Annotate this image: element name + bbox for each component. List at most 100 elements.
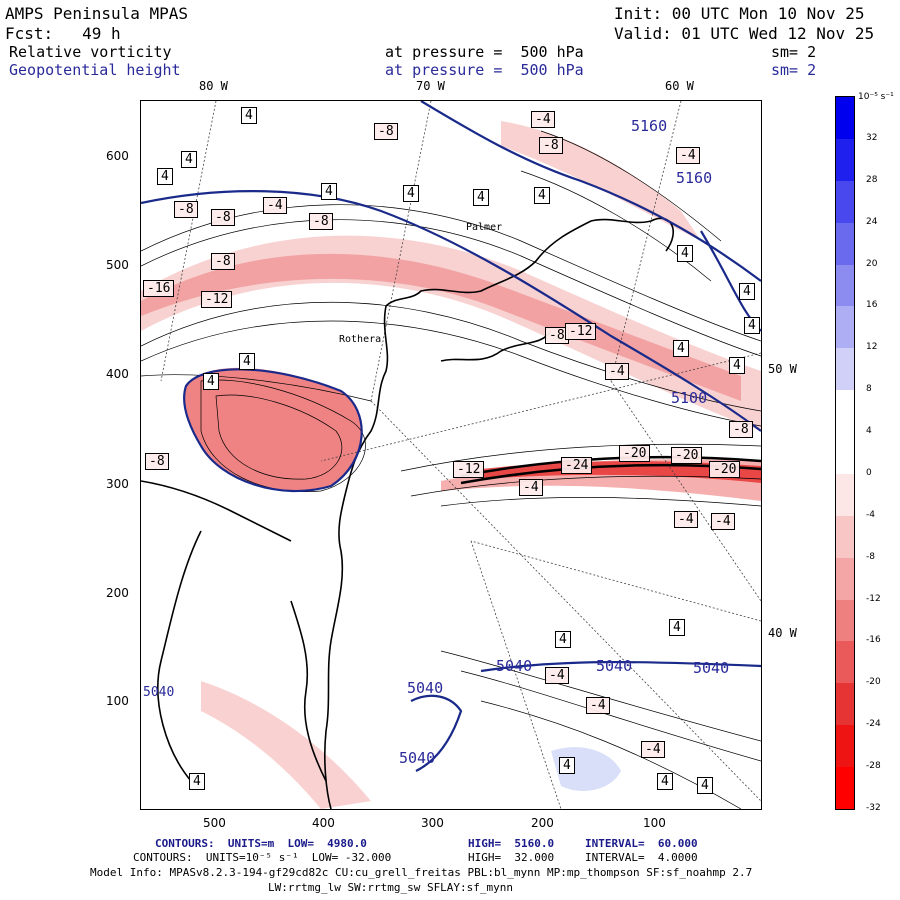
vorticity-contour-label: 4 (189, 773, 205, 790)
vort-contour-info: CONTOURS: UNITS=10⁻⁵ s⁻¹ LOW= -32.000 (133, 851, 392, 864)
var1-smoothing: sm= 2 (771, 43, 817, 61)
colorbar-label: 8 (866, 384, 872, 395)
colorbar-segment (836, 432, 854, 474)
colorbar-label: 0 (866, 467, 872, 478)
vorticity-contour-label: 4 (673, 340, 689, 357)
vort-band-north-core (141, 253, 741, 401)
colorbar-segment (836, 306, 854, 349)
var1-level: at pressure = 500 hPa (385, 43, 584, 61)
vorticity-contour-label: 4 (669, 619, 685, 636)
height-5160-mid (141, 190, 761, 432)
vorticity-contour-label: -8 (145, 453, 169, 470)
place-palmer: Palmer (466, 222, 503, 233)
vorticity-contour-label: 4 (677, 245, 693, 262)
place-rothera: Rothera (339, 334, 382, 345)
colorbar-segment (836, 473, 854, 516)
colorbar-label: -28 (866, 761, 881, 772)
vorticity-contour-label: -20 (709, 461, 741, 478)
colorbar-segment (836, 767, 854, 809)
vorticity-contour-label: -8 (174, 201, 198, 218)
vorticity-contour-label: -8 (374, 123, 398, 140)
vorticity-contour-label: 4 (729, 357, 745, 374)
vorticity-contour-label: 4 (239, 353, 255, 370)
colorbar-segment (836, 348, 854, 391)
colorbar-label: -4 (866, 509, 875, 520)
height-label: 5040 (693, 659, 730, 677)
height-label: 5040 (143, 685, 175, 700)
forecast-hour: Fcst: 49 h (5, 24, 121, 43)
var2-level: at pressure = 500 hPa (385, 61, 584, 79)
map-svg (141, 101, 761, 809)
y-tick: 400 (106, 367, 129, 381)
vorticity-contour-label: 4 (744, 317, 760, 334)
height-label: 5160 (676, 169, 713, 187)
vorticity-contour-label: -4 (641, 741, 665, 758)
x-tick: 400 (312, 816, 335, 830)
colorbar-segment (836, 180, 854, 223)
vorticity-contour-label: -8 (729, 421, 753, 438)
vorticity-contour-label: -16 (143, 280, 175, 297)
height-label: 5040 (407, 679, 444, 697)
y-tick: 500 (106, 258, 129, 272)
vorticity-contour-label: -8 (211, 209, 235, 226)
x-tick: 100 (643, 816, 666, 830)
colorbar-label: -24 (866, 719, 881, 730)
vorticity-contour-label: -4 (519, 479, 543, 496)
height-5040-south (480, 660, 761, 673)
colorbar-segment (836, 641, 854, 684)
height-5040-south-loop (410, 694, 463, 772)
vorticity-contour-label: -8 (211, 253, 235, 270)
vorticity-contour-label: -4 (531, 111, 555, 128)
colorbar-segment (836, 97, 854, 139)
model-info-cont: LW:rrtmg_lw SW:rrtmg_sw SFLAY:sf_mynn (268, 881, 514, 894)
height-5040-low (183, 368, 363, 493)
vorticity-contour-label: 4 (555, 631, 571, 648)
vorticity-contour-label: -4 (711, 513, 735, 530)
vorticity-contour-label: 4 (473, 189, 489, 206)
height-label: 5040 (596, 657, 633, 675)
x-tick: 200 (531, 816, 554, 830)
y-tick: 200 (106, 586, 129, 600)
map-plot: 5160 5160 5100 5040 5040 5040 5040 5040 … (140, 100, 762, 810)
vorticity-contour-label: -4 (263, 197, 287, 214)
height-label: 5100 (671, 389, 708, 407)
vorticity-contour-label: -20 (619, 445, 651, 462)
vorticity-contour-label: 4 (321, 183, 337, 200)
coastline (141, 217, 675, 809)
height-5100 (700, 230, 761, 332)
colorbar-label: -32 (866, 803, 881, 813)
init-time: Init: 00 UTC Mon 10 Nov 25 (614, 4, 865, 23)
vorticity-contour-label: -4 (605, 363, 629, 380)
colorbar-label: 20 (866, 258, 878, 269)
height-label: 5040 (496, 657, 533, 675)
model-info: Model Info: MPASv8.2.3-194-gf29cd82c CU:… (90, 866, 753, 879)
height-5160-north (420, 101, 761, 282)
height-contours (141, 101, 761, 772)
vorticity-contour-label: 4 (559, 757, 575, 774)
colorbar-segment (836, 683, 854, 726)
vorticity-contours (141, 130, 761, 809)
vorticity-contour-label: -12 (565, 323, 597, 340)
vort-contour-interval: INTERVAL= 4.0000 (585, 851, 698, 864)
vorticity-contour-label: 4 (203, 373, 219, 390)
vorticity-contour-label: -8 (545, 327, 569, 344)
colorbar-segment (836, 599, 854, 642)
colorbar-label: -20 (866, 677, 881, 688)
vorticity-contour-label: 4 (157, 168, 173, 185)
colorbar-label: 12 (866, 342, 878, 353)
graticule (160, 101, 761, 809)
colorbar-segment (836, 725, 854, 768)
colorbar-segment (836, 390, 854, 433)
vorticity-contour-label: -24 (561, 457, 593, 474)
vorticity-contour-label: 4 (657, 773, 673, 790)
vorticity-contour-label: 4 (241, 107, 257, 124)
lon-label: 60 W (665, 79, 694, 93)
colorbar-segment (836, 515, 854, 558)
valid-time: Valid: 01 UTC Wed 12 Nov 25 (614, 24, 875, 43)
vort-low-core (184, 367, 363, 492)
height-label: 5040 (399, 749, 436, 767)
y-tick: 600 (106, 149, 129, 163)
colorbar-label: 28 (866, 174, 878, 185)
vorticity-contour-label: 4 (181, 151, 197, 168)
vorticity-contour-label: -12 (453, 461, 485, 478)
